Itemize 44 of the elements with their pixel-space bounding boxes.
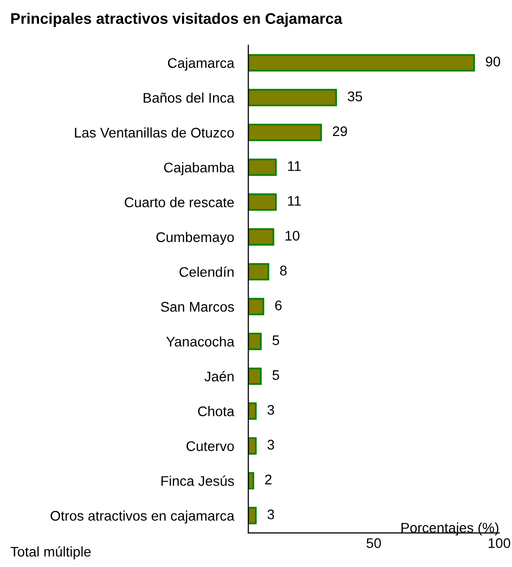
- data-label: 11: [288, 196, 301, 206]
- y-tick-label: Finca Jesús: [161, 476, 234, 486]
- data-label: 5: [272, 335, 280, 346]
- bar: [248, 368, 262, 385]
- bar: [248, 88, 337, 106]
- y-tick-label: Cajabamba: [164, 162, 234, 176]
- data-label: 3: [267, 404, 274, 415]
- bar: [248, 298, 264, 316]
- data-label: 90: [486, 56, 500, 67]
- y-tick-label: Cutervo: [186, 441, 234, 452]
- y-tick-label: Baños del Inca: [144, 92, 234, 103]
- data-label: 29: [332, 126, 347, 136]
- data-label: 6: [275, 300, 282, 310]
- bar: [248, 158, 277, 176]
- bar: [248, 332, 262, 350]
- data-label: 35: [348, 92, 362, 102]
- data-label: 3: [267, 440, 274, 450]
- y-tick-label: Yanacocha: [166, 336, 234, 347]
- data-label: 8: [280, 266, 287, 276]
- bar: [248, 193, 277, 211]
- y-tick-label: Cuarto de rescate: [124, 197, 234, 208]
- y-tick-label: Cumbemayo: [156, 232, 234, 245]
- bar: [248, 228, 274, 246]
- y-tick-label: Las Ventanillas de Otuzco: [74, 127, 234, 138]
- y-tick-label: Celendín: [180, 266, 234, 277]
- y-tick-label: Jaén: [204, 371, 234, 382]
- y-tick-label: Chota: [198, 406, 234, 416]
- bar: [248, 54, 475, 72]
- x-axis-title: Porcentajes (%): [402, 522, 498, 536]
- bar: [248, 437, 257, 455]
- data-label: 2: [265, 474, 272, 484]
- data-label: 10: [286, 230, 300, 241]
- bar: [248, 124, 322, 142]
- bar: [248, 263, 270, 280]
- data-label: 11: [288, 161, 301, 171]
- y-tick-label: Cajamarca: [168, 58, 234, 71]
- y-tick-label: San Marcos: [160, 302, 234, 312]
- data-label: 5: [272, 370, 280, 380]
- y-tick-label: Otros atractivos en cajamarca: [50, 510, 234, 524]
- chart-title: Principales atractivos visitados en Cajamarca: [11, 12, 342, 27]
- x-tick-label: 100: [488, 538, 510, 548]
- text: Total múltiple: [10, 546, 91, 560]
- x-tick-label: 50: [366, 538, 381, 548]
- data-label: 3: [267, 509, 274, 520]
